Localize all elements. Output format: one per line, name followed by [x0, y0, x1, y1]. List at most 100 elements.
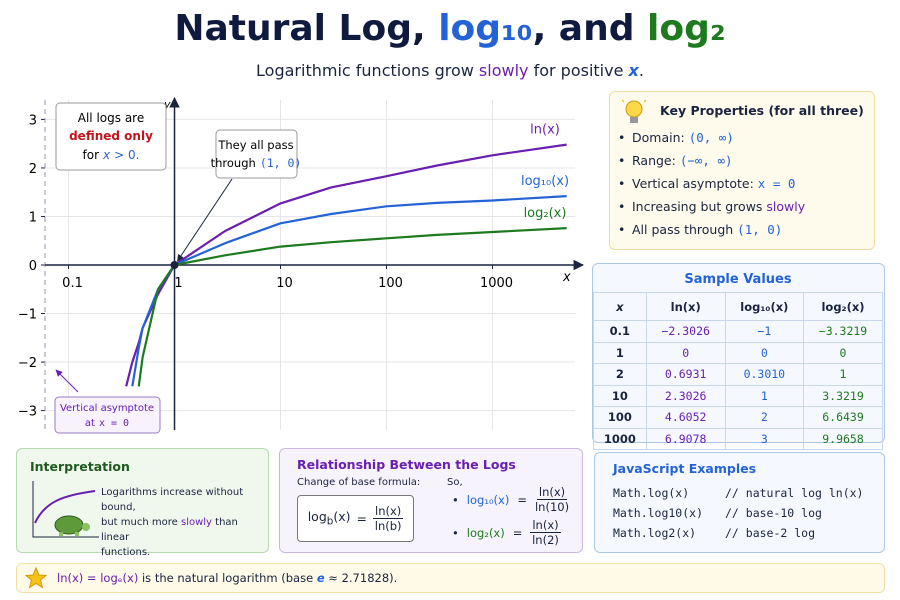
- note-text: for x > 0.: [83, 148, 140, 162]
- property-label: Range:: [632, 153, 676, 168]
- key-properties-panel: Key Properties (for all three) Domain: (…: [609, 91, 875, 250]
- note-text: at x = 0: [85, 418, 129, 429]
- table-cell: 3.3219: [803, 384, 883, 407]
- table-cell: 1: [803, 363, 883, 386]
- code: Math.log2(x): [613, 526, 697, 540]
- numerator: ln(x): [536, 485, 568, 500]
- example: • log₂(x) = ln(x) ln(2): [452, 518, 561, 547]
- bullet: •: [452, 525, 459, 540]
- note-arrow: [55, 369, 79, 393]
- header-cell: log₂(x): [803, 292, 883, 321]
- code-comment: // base-2 log: [725, 526, 816, 540]
- table-cell: 0.1: [593, 320, 647, 343]
- text: than linear: [101, 517, 238, 543]
- table-cell: 0: [645, 341, 726, 364]
- text: =: [356, 511, 368, 526]
- property-value: slowly: [766, 199, 806, 214]
- text: b: [326, 515, 334, 528]
- text: ≈ 2.71828).: [328, 571, 398, 585]
- sample-table: x ln(x) log₁₀(x) log₂(x) 0.1 −2.3026 −1 −3.3219…: [593, 292, 883, 450]
- note-box: [215, 129, 298, 179]
- text: ln(b): [374, 519, 402, 533]
- text: (x): [333, 509, 351, 525]
- table-cell: 0.6931: [645, 363, 726, 386]
- property-value: (1, 0): [737, 222, 783, 237]
- note-text: x = 0: [99, 418, 129, 429]
- property-value: (0, ∞): [688, 130, 734, 145]
- numerator: ln(x): [530, 518, 561, 533]
- x-tick-label: 1000: [480, 276, 513, 291]
- page-title: Natural Log, log₁₀, and log₂: [0, 8, 900, 49]
- note-box: [54, 396, 161, 434]
- formula-box: logb(x) = ln(x) ln(b): [297, 495, 414, 542]
- interpretation-text: Logarithms increase without bound, but mu…: [101, 485, 266, 560]
- note-text: They all pass: [217, 138, 293, 152]
- subtitle-part: Logarithmic functions grow: [256, 61, 474, 80]
- x-axis-label: x: [562, 270, 571, 285]
- bulb-icon: [622, 98, 646, 123]
- curve-label: log₁₀(x): [521, 174, 569, 189]
- subtitle-part: for positive: [533, 61, 624, 80]
- table-cell: 6.9078: [645, 427, 726, 450]
- panel-title: Key Properties (for all three): [660, 103, 864, 118]
- panel-title: Interpretation: [30, 459, 130, 474]
- title-part: , and: [532, 8, 635, 49]
- text: Logarithms increase without bound,: [101, 487, 244, 513]
- y-tick-label: −2: [18, 356, 37, 371]
- table-row: 0.1 −2.3026 −1 −3.3219: [593, 320, 883, 343]
- note-text: All logs are: [78, 111, 144, 125]
- text: slowly: [180, 517, 212, 528]
- relationship-panel: Relationship Between the Logs Change of …: [279, 448, 583, 553]
- property-value: x = 0: [757, 176, 796, 191]
- table-cell: 2: [724, 406, 805, 429]
- example: • log₁₀(x) = ln(x) ln(10): [452, 485, 569, 514]
- panel-title: JavaScript Examples: [613, 461, 757, 476]
- turtle-icon: [32, 481, 99, 538]
- subtitle-part: .: [638, 61, 644, 80]
- note-text: for: [83, 148, 100, 162]
- property-label: Increasing but grows: [632, 199, 763, 214]
- subtitle-part: x: [628, 61, 639, 80]
- x-tick-label: 10: [276, 276, 293, 291]
- table-row: 100 4.6052 2 6.6439: [593, 406, 883, 429]
- formula-label: Change of base formula:: [297, 477, 421, 488]
- text: e: [316, 571, 325, 585]
- note-box: [55, 102, 167, 171]
- y-tick-label: −3: [18, 405, 37, 420]
- table-cell: 1000: [593, 427, 647, 450]
- text: log: [307, 509, 327, 525]
- denominator: ln(10): [534, 500, 570, 514]
- subtitle: Logarithmic functions grow slowly for po…: [0, 61, 900, 80]
- curve-label: log₂(x): [524, 206, 567, 221]
- table-cell: −2.3026: [645, 320, 726, 343]
- note-text: through: [211, 156, 256, 170]
- text: ln(x) = logₑ(x): [57, 571, 139, 585]
- curve: [137, 227, 567, 387]
- title-part: log₁₀: [438, 8, 533, 49]
- table-cell: 1: [724, 384, 805, 407]
- text: ln(x): [373, 504, 404, 519]
- note-text: > 0.: [114, 148, 139, 162]
- footer-text: ln(x) = logₑ(x) is the natural logarithm…: [57, 571, 397, 585]
- title-part: Natural Log,: [174, 8, 426, 49]
- table-cell: 10: [593, 384, 647, 407]
- note-text: defined only: [69, 129, 153, 143]
- table-row: 2 0.6931 0.3010 1: [593, 363, 883, 386]
- panel-title: Sample Values: [684, 272, 792, 287]
- note-text: Vertical asymptote: [60, 403, 154, 414]
- x-tick-label: 100: [378, 276, 403, 291]
- note-text: through (1, 0): [211, 156, 302, 170]
- text: functions.: [101, 547, 151, 558]
- header-cell: log₁₀(x): [724, 292, 805, 321]
- fraction: ln(x) ln(b): [373, 504, 404, 533]
- table-row: 1000 6.9078 3 9.9658: [593, 427, 883, 450]
- note-arrow: [177, 178, 233, 262]
- property-label: All pass through: [632, 222, 734, 237]
- table-cell: 2.3026: [645, 384, 726, 407]
- code: Math.log10(x): [613, 506, 704, 520]
- property-item: Increasing but grows slowly: [618, 199, 806, 214]
- y-tick-label: 3: [29, 113, 37, 128]
- table-cell: 3: [724, 427, 805, 450]
